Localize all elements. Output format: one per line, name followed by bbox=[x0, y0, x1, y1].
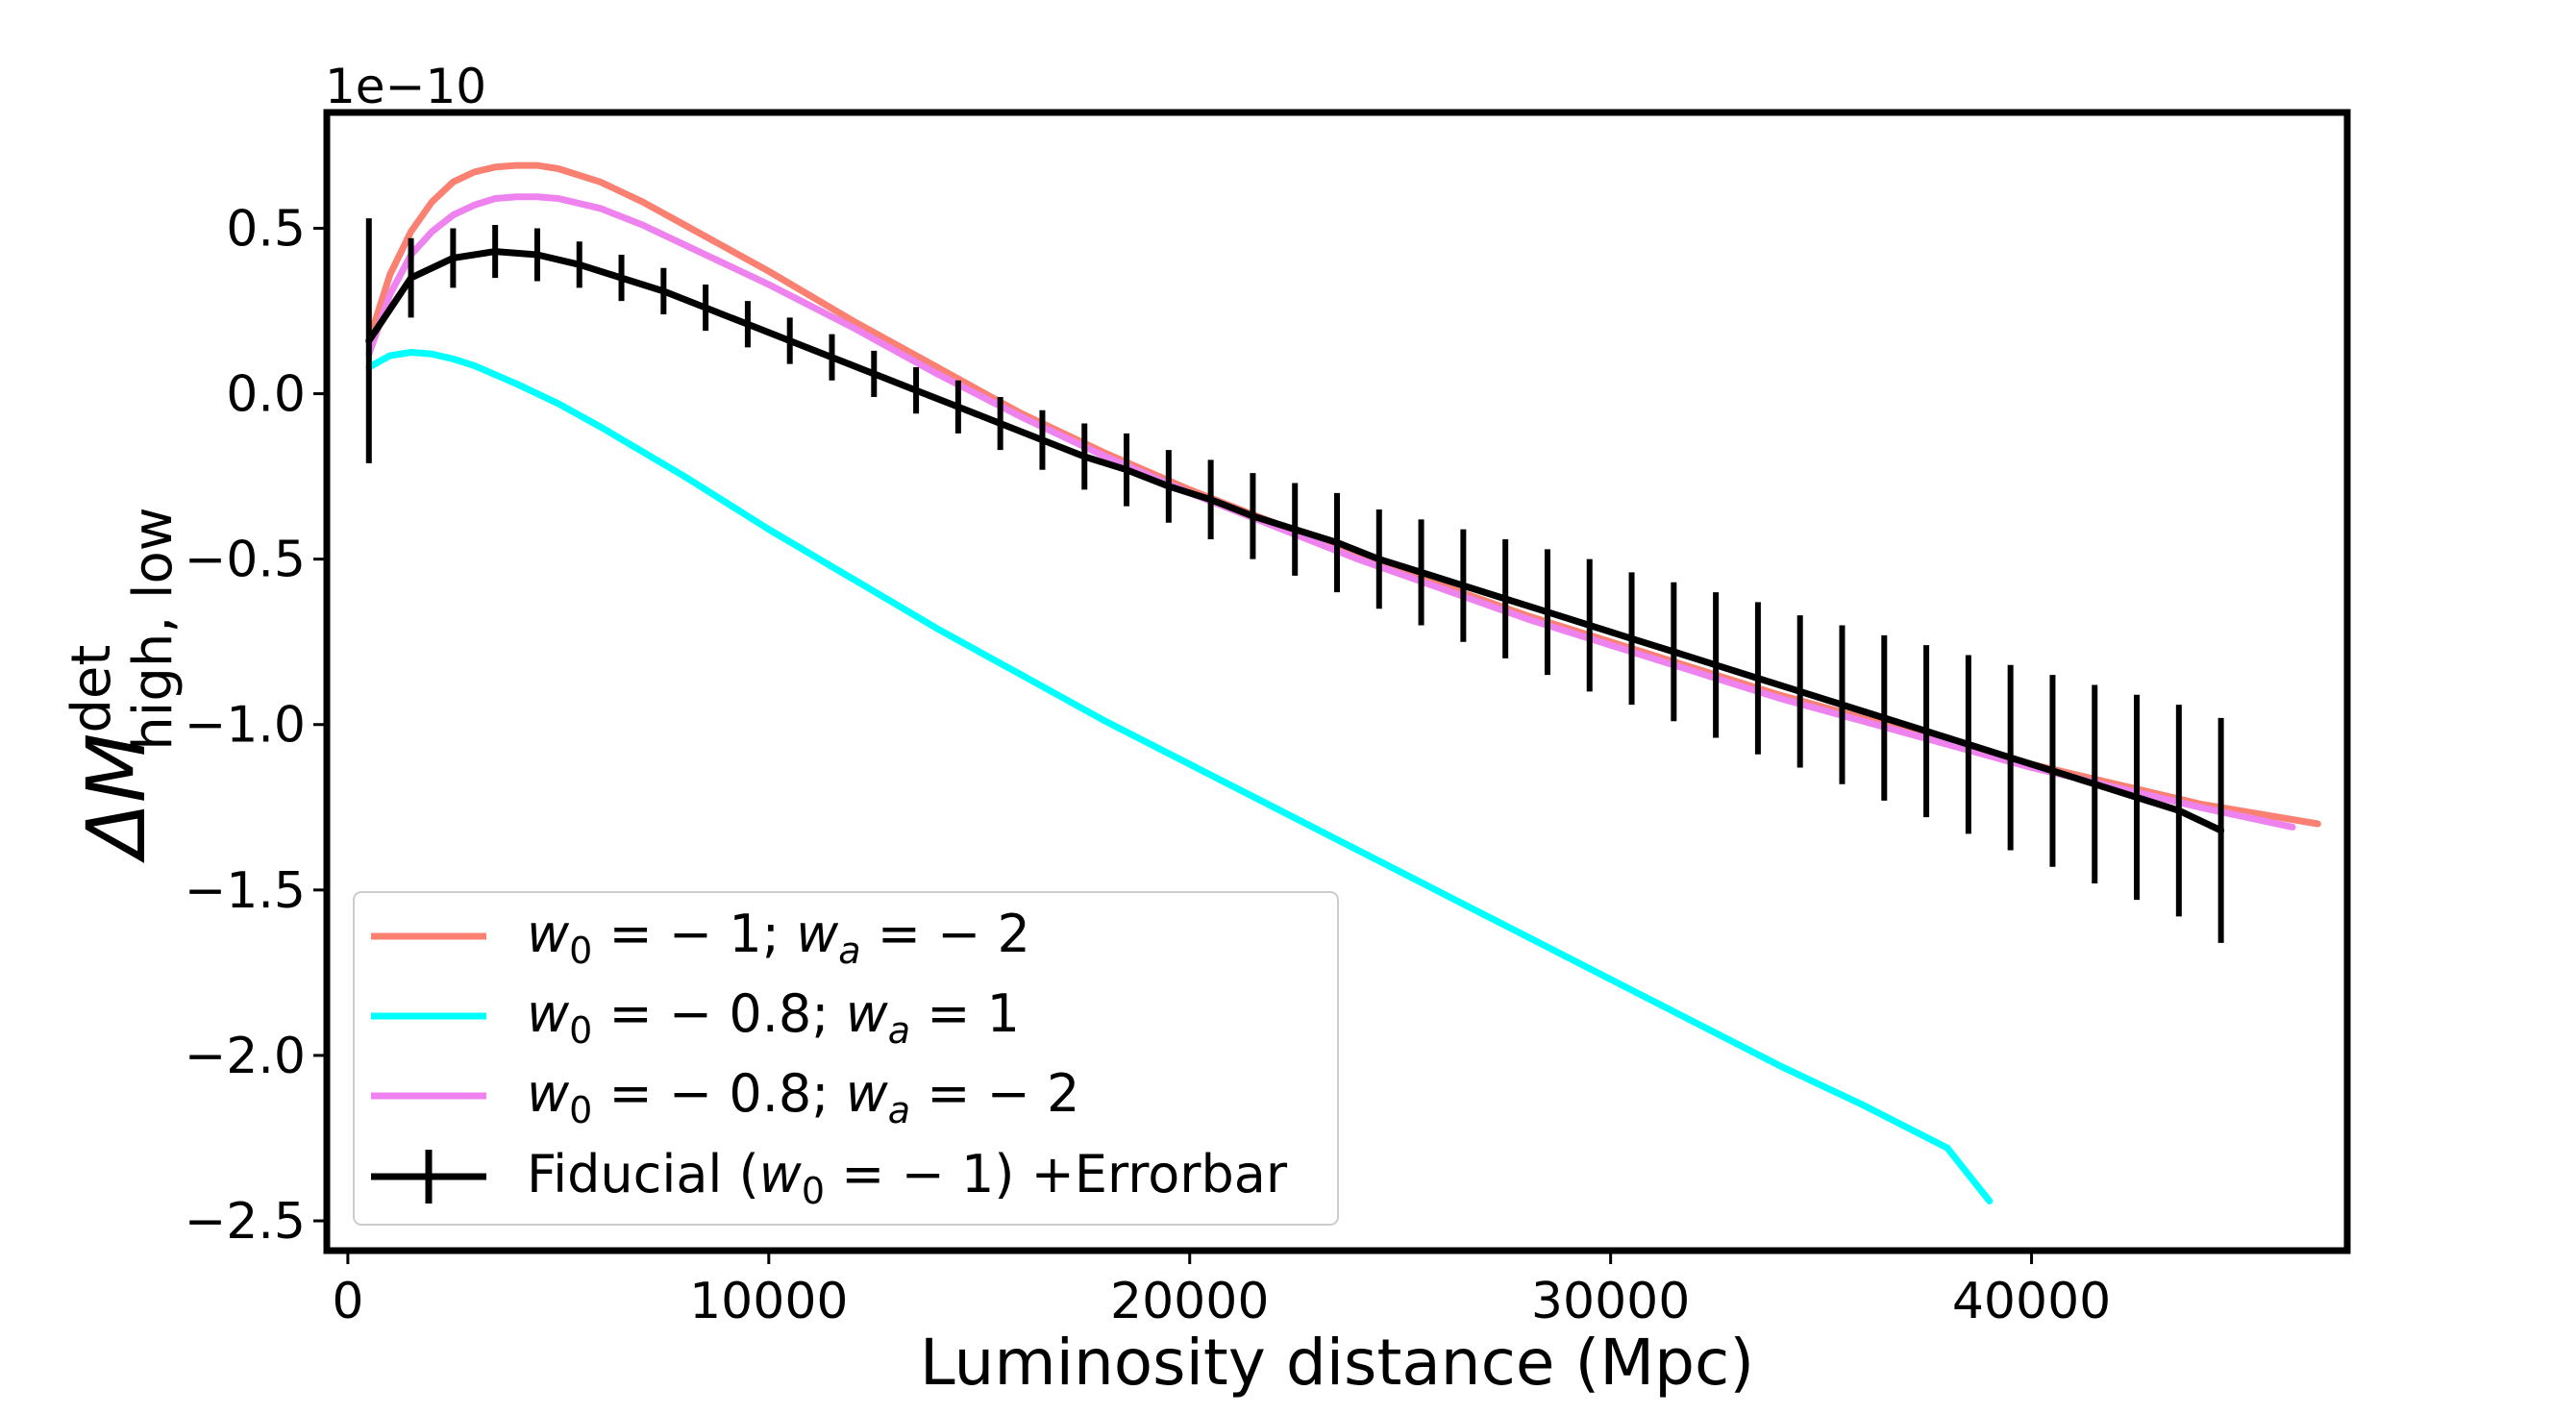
svg-text:w0 = − 0.8; wa = − 2: w0 = − 0.8; wa = − 2 bbox=[527, 1063, 1079, 1131]
y-axis-label-superscript: det bbox=[61, 645, 123, 733]
series-layer bbox=[365, 161, 2321, 1204]
legend-label-2-mid: = − 0.8; bbox=[592, 1063, 845, 1124]
y-tick-label: −2.0 bbox=[185, 1028, 306, 1085]
legend-label-0-sub: 0 bbox=[569, 930, 592, 972]
legend-entry-2: w0 = − 0.8; wa = − 2 bbox=[371, 1063, 1079, 1131]
legend-entry-3: Fiducial (w0 = − 1) +Errorbar bbox=[371, 1144, 1288, 1212]
legend-label-1-sub: 0 bbox=[569, 1009, 592, 1052]
y-tick-label: −0.5 bbox=[185, 532, 306, 589]
series-2 bbox=[365, 193, 2296, 831]
y-offset-label: 1e−10 bbox=[325, 59, 486, 114]
x-tick-label: 0 bbox=[332, 1273, 363, 1330]
legend-label-2-w2: w bbox=[846, 1063, 889, 1124]
legend-label-1-sub2: a bbox=[888, 1009, 910, 1052]
series-3 bbox=[365, 218, 2225, 943]
legend-label-0-w: w bbox=[527, 904, 570, 964]
legend-label-0-mid: = − 1; bbox=[592, 904, 796, 964]
legend-entry-0: w0 = − 1; wa = − 2 bbox=[371, 904, 1030, 972]
y-axis-label-main: ΔM bbox=[69, 733, 163, 864]
svg-text:w0 = − 0.8; wa = 1: w0 = − 0.8; wa = 1 bbox=[527, 983, 1020, 1052]
legend-label-3-pre: Fiducial ( bbox=[527, 1144, 759, 1204]
svg-text:Fiducial (w0 = − 1) +Errorbar: Fiducial (w0 = − 1) +Errorbar bbox=[527, 1144, 1288, 1212]
y-tick-label: −1.5 bbox=[185, 862, 306, 920]
legend: w0 = − 1; wa = − 2 w0 = − 0.8; wa = 1 w0… bbox=[353, 891, 1339, 1226]
legend-label-1-tail: = 1 bbox=[910, 983, 1020, 1044]
legend-label-0-sub2: a bbox=[838, 930, 860, 972]
y-tick-label: −1.0 bbox=[185, 697, 306, 755]
plot-frame bbox=[323, 109, 2351, 1254]
series-line-2 bbox=[365, 193, 2296, 831]
y-tick-label: −2.5 bbox=[185, 1193, 306, 1251]
legend-entry-1: w0 = − 0.8; wa = 1 bbox=[371, 983, 1020, 1052]
x-tick-label: 20000 bbox=[1110, 1273, 1269, 1330]
y-axis-label-subscript: high, low bbox=[122, 507, 185, 750]
y-axis: 0.5 0.0 −0.5 −1.0 −1.5 −2.0 −2.5 bbox=[185, 200, 327, 1251]
legend-label-0-w2: w bbox=[796, 904, 839, 964]
y-tick-label: 0.5 bbox=[226, 200, 306, 258]
legend-label-1-mid: = − 0.8; bbox=[592, 983, 845, 1044]
y-axis-label: ΔMdethigh, low bbox=[61, 507, 185, 863]
legend-label-3-tail: = − 1) +Errorbar bbox=[825, 1144, 1288, 1204]
x-tick-label: 30000 bbox=[1531, 1273, 1690, 1330]
legend-label-1-w: w bbox=[527, 983, 570, 1044]
series-1 bbox=[365, 349, 1994, 1204]
series-line-1 bbox=[365, 349, 1994, 1204]
x-tick-label: 10000 bbox=[689, 1273, 848, 1330]
x-axis: 0 10000 20000 30000 40000 bbox=[332, 1251, 2111, 1330]
legend-box bbox=[353, 891, 1339, 1226]
y-tick-label: 0.0 bbox=[226, 366, 306, 424]
x-axis-label: Luminosity distance (Mpc) bbox=[920, 1326, 1754, 1400]
legend-label-2-sub2: a bbox=[888, 1089, 910, 1131]
legend-label-2-sub: 0 bbox=[569, 1089, 592, 1131]
svg-text:w0 = − 1; wa = − 2: w0 = − 1; wa = − 2 bbox=[527, 904, 1030, 972]
legend-label-0-tail: = − 2 bbox=[861, 904, 1030, 964]
legend-label-1-w2: w bbox=[846, 983, 889, 1044]
legend-label-2-tail: = − 2 bbox=[910, 1063, 1079, 1124]
legend-label-3-w: w bbox=[759, 1144, 803, 1204]
legend-label-2-w: w bbox=[527, 1063, 570, 1124]
legend-label-3-sub: 0 bbox=[802, 1170, 825, 1212]
svg-text:ΔMdethigh, low: ΔMdethigh, low bbox=[61, 507, 185, 863]
x-tick-label: 40000 bbox=[1952, 1273, 2111, 1330]
